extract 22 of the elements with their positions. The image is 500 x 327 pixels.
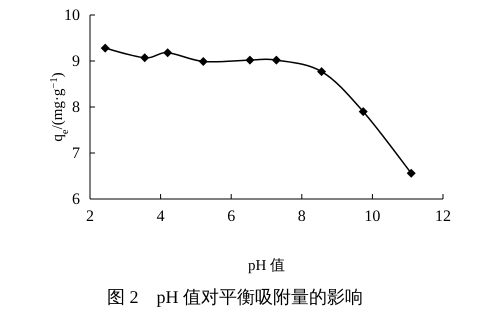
point [100,44,110,53]
x-tick-label: 4 [156,208,165,225]
y-tick-label: 10 [64,7,80,24]
point [163,48,172,58]
point [406,168,416,178]
x-tick-label: 10 [364,208,380,225]
point [358,107,368,116]
point [317,67,326,76]
y-tick-label: 8 [72,99,80,116]
x-tick-label: 2 [86,208,94,225]
x-tick-label: 8 [298,208,306,225]
point [272,56,281,65]
point [245,56,254,65]
x-axis-title: pH 值 [248,258,286,274]
y-tick-label: 9 [72,53,80,70]
text: 图 2 pH 值对平衡吸附量的影响 [107,287,363,307]
x-tick-label: 6 [227,208,236,225]
point [198,56,208,66]
point [140,53,150,62]
x-tick-label: 12 [435,208,451,225]
y-tick-label: 6 [72,191,80,208]
y-tick-label: 7 [72,145,80,162]
